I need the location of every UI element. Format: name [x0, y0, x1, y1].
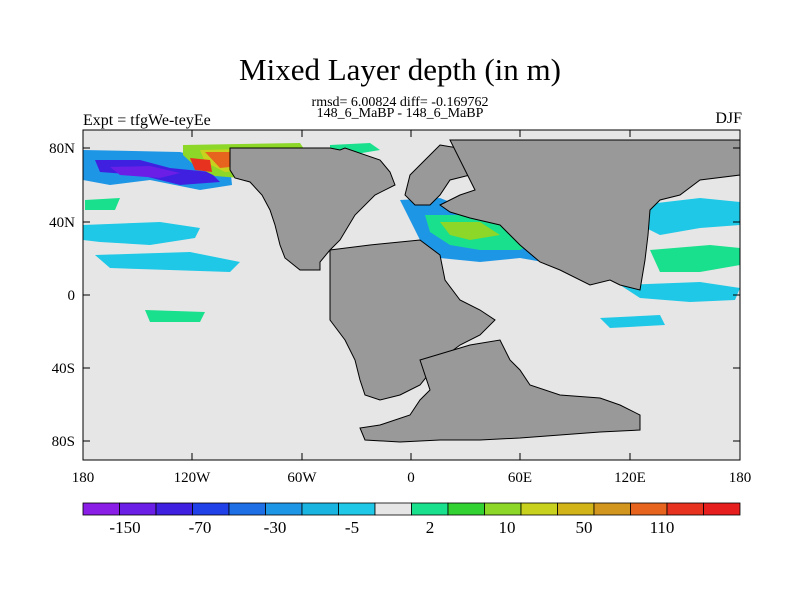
colorbar-swatch	[593, 502, 631, 516]
colorbar-swatch	[301, 502, 339, 516]
anomaly-patch	[620, 282, 740, 302]
colorbar-swatch	[265, 502, 303, 516]
y-tick-label: 40N	[49, 215, 75, 231]
map-subtitle: 148_6_MaBP - 148_6_MaBP	[316, 106, 484, 121]
anomaly-patch	[650, 245, 740, 272]
land-antarctica	[359, 339, 641, 443]
land-north-america	[229, 147, 396, 271]
colorbar-label: -70	[189, 518, 212, 537]
x-tick-label: 120W	[174, 470, 212, 486]
colorbar-label: 110	[650, 518, 675, 537]
colorbar-swatch	[484, 502, 522, 516]
x-tick-label: 180	[72, 470, 95, 486]
colorbar-swatch	[411, 502, 449, 516]
colorbar-label: 2	[426, 518, 435, 537]
map-title: Mixed Layer depth (in m)	[239, 52, 561, 87]
colorbar-swatch	[82, 502, 120, 516]
land-eurasia	[439, 139, 741, 291]
season-label: DJF	[715, 110, 742, 127]
x-tick-label: 120E	[614, 470, 646, 486]
colorbar-swatch	[338, 502, 376, 516]
anomaly-patch	[190, 158, 212, 172]
x-axis: 180 120W 60W 0 60E 120E 180	[72, 130, 752, 486]
y-tick-label: 40S	[52, 361, 75, 377]
stats-line: rmsd= 6.00824 diff= -0.169762	[311, 95, 489, 110]
colorbar-swatch	[447, 502, 485, 516]
anomaly-patch	[85, 198, 120, 210]
colorbar-swatch	[557, 502, 595, 516]
anomaly-patch	[640, 198, 740, 235]
colorbar-swatch	[520, 502, 558, 516]
colorbar-label: -30	[264, 518, 287, 537]
colorbar-swatch	[703, 502, 741, 516]
colorbar: -150 -70 -30 -5 2 10 50 110	[82, 502, 741, 537]
colorbar-swatch	[155, 502, 193, 516]
colorbar-swatch	[119, 502, 157, 516]
y-axis: 80N 40N 0 40S 80S	[49, 141, 740, 450]
colorbar-label: 10	[499, 518, 516, 537]
y-tick-label: 80S	[52, 434, 75, 450]
colorbar-label: -150	[109, 518, 140, 537]
y-tick-label: 80N	[49, 141, 75, 157]
y-tick-label: 0	[68, 288, 76, 304]
colorbar-label: 50	[576, 518, 593, 537]
colorbar-label: -5	[345, 518, 359, 537]
anomaly-patch	[440, 222, 500, 240]
x-tick-label: 60E	[508, 470, 532, 486]
anomaly-patch	[145, 310, 205, 322]
colorbar-swatch	[630, 502, 668, 516]
colorbar-swatch	[228, 502, 266, 516]
x-tick-label: 60W	[287, 470, 317, 486]
x-tick-label: 180	[729, 470, 752, 486]
anomaly-patch	[95, 252, 240, 272]
land-south-america-africa	[329, 239, 496, 401]
land-masses	[229, 139, 741, 443]
anomaly-patch	[83, 222, 200, 245]
experiment-label: Expt = tfgWe-teyEe	[83, 112, 211, 129]
anomaly-patch	[600, 315, 665, 328]
colorbar-swatch	[374, 502, 412, 516]
anomaly-patch	[110, 166, 180, 178]
x-tick-label: 0	[407, 470, 415, 486]
colorbar-swatch	[666, 502, 704, 516]
colorbar-swatch	[192, 502, 230, 516]
